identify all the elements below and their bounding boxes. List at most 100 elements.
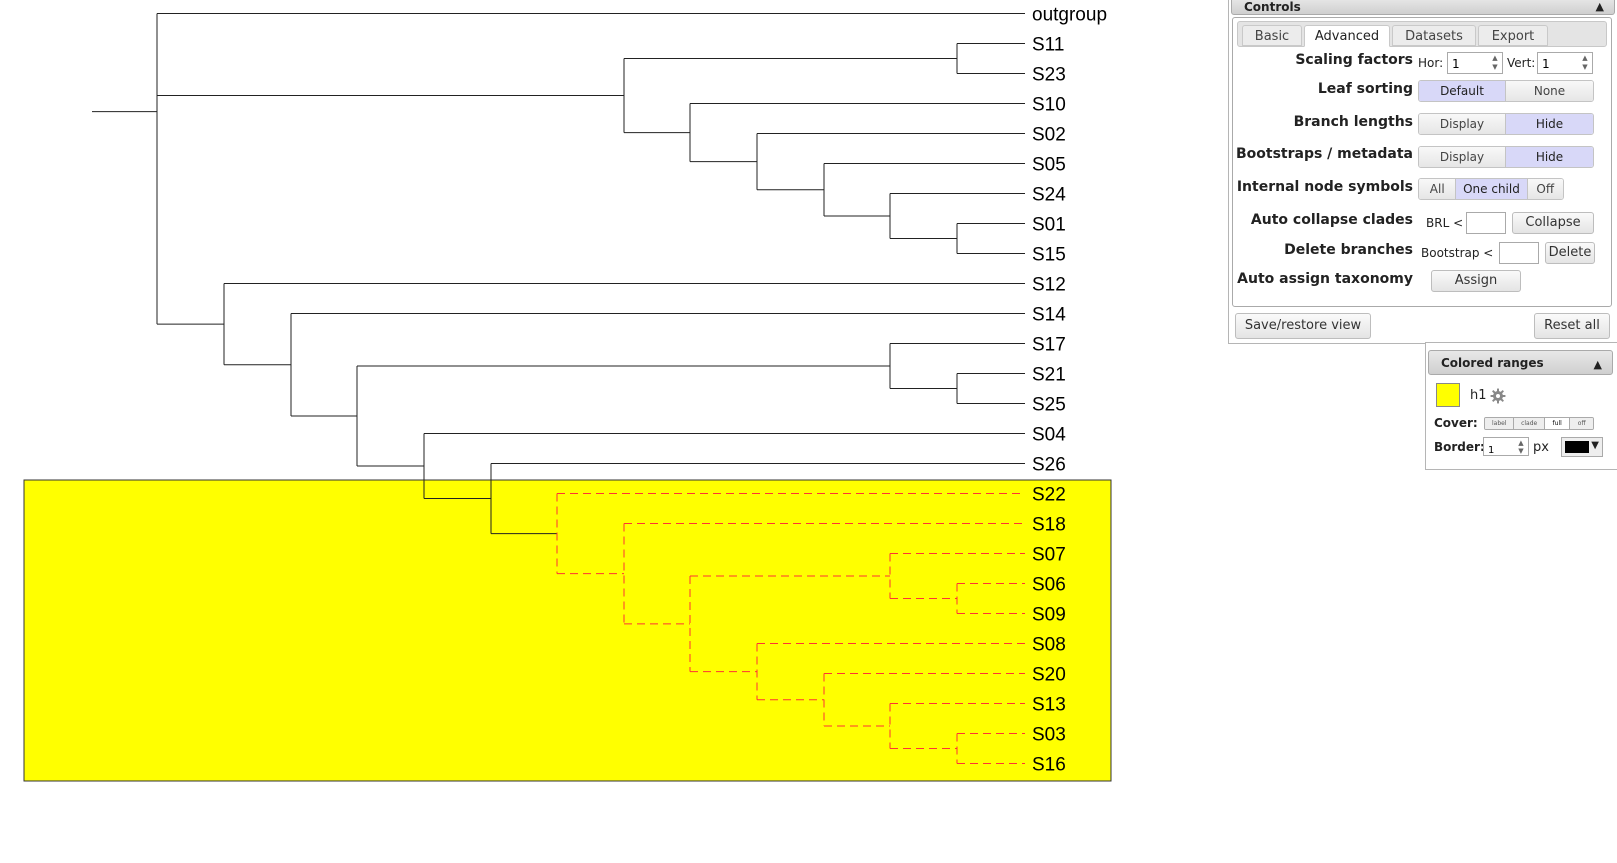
- bootstraps-display-button[interactable]: Display: [1419, 147, 1506, 167]
- dropdown-arrow-icon: ▼: [1591, 440, 1599, 451]
- leaf-label[interactable]: S17: [1032, 335, 1066, 356]
- leaf-label[interactable]: S12: [1032, 275, 1066, 296]
- bootstraps-toggle: Display Hide: [1418, 146, 1594, 168]
- bootstrap-threshold-input[interactable]: [1500, 243, 1538, 264]
- spinner-arrows-icon[interactable]: ▲ ▼: [1582, 54, 1588, 71]
- leaf-label[interactable]: S23: [1032, 65, 1066, 86]
- leaf-label[interactable]: S16: [1032, 755, 1066, 776]
- tree-leaf-labels: outgroup S11 S23 S10 S02 S05 S24 S01 S15 S12 S14 S1…: [1032, 5, 1107, 776]
- leaf-label[interactable]: S09: [1032, 605, 1066, 626]
- leaf-sorting-toggle: Default None: [1418, 80, 1594, 102]
- spinner-arrows-icon[interactable]: ▲ ▼: [1492, 54, 1498, 71]
- leaf-label[interactable]: S03: [1032, 725, 1066, 746]
- controls-title: Controls: [1244, 0, 1301, 14]
- leaf-sorting-default-button[interactable]: Default: [1419, 81, 1506, 101]
- bootstrap-threshold-field[interactable]: [1499, 242, 1539, 264]
- leaf-label[interactable]: S01: [1032, 215, 1066, 236]
- range-color-swatch[interactable]: [1436, 383, 1460, 407]
- brl-threshold-field[interactable]: [1466, 212, 1506, 234]
- bootstrap-prefix: Bootstrap <: [1421, 246, 1494, 260]
- tab-basic[interactable]: Basic: [1242, 25, 1302, 46]
- branch-lengths-toggle: Display Hide: [1418, 113, 1594, 135]
- internal-nodes-all-button[interactable]: All: [1419, 179, 1457, 199]
- delete-branches-label: Delete branches: [1284, 242, 1413, 258]
- colored-ranges-title: Colored ranges: [1441, 356, 1544, 370]
- vert-scaling-input[interactable]: [1538, 54, 1584, 74]
- internal-node-symbols-label: Internal node symbols: [1236, 179, 1413, 195]
- collapse-button[interactable]: Collapse: [1512, 212, 1594, 234]
- leaf-label[interactable]: S05: [1032, 155, 1066, 176]
- controls-header[interactable]: Controls ▲: [1231, 0, 1615, 15]
- cover-toggle: label clade full off: [1484, 417, 1594, 430]
- leaf-label[interactable]: S14: [1032, 305, 1066, 326]
- leaf-label[interactable]: S25: [1032, 395, 1066, 416]
- tab-export[interactable]: Export: [1478, 25, 1548, 46]
- reset-all-button[interactable]: Reset all: [1534, 313, 1610, 339]
- leaf-label[interactable]: S08: [1032, 635, 1066, 656]
- controls-panel: Controls ▲ Basic Advanced Datasets Expor…: [1228, 0, 1617, 344]
- leaf-sorting-none-button[interactable]: None: [1506, 81, 1593, 101]
- cover-label: Cover:: [1434, 416, 1478, 430]
- spinner-arrows-icon[interactable]: ▲ ▼: [1518, 439, 1524, 455]
- auto-collapse-label: Auto collapse clades: [1250, 212, 1413, 228]
- tab-datasets[interactable]: Datasets: [1392, 25, 1476, 46]
- scaling-factors-label: Scaling factors: [1295, 52, 1413, 68]
- cover-off-button[interactable]: off: [1570, 418, 1593, 429]
- internal-node-symbols-toggle: All One child Off: [1418, 178, 1564, 200]
- bootstraps-label: Bootstraps / metadata: [1235, 146, 1413, 162]
- leaf-label[interactable]: S10: [1032, 95, 1066, 116]
- tree-branches: [92, 13, 1025, 764]
- cover-label-button[interactable]: label: [1485, 418, 1515, 429]
- internal-nodes-one-child-button[interactable]: One child: [1456, 179, 1528, 199]
- brl-threshold-input[interactable]: [1467, 213, 1505, 234]
- phylogenetic-tree: outgroup S11 S23 S10 S02 S05 S24 S01 S15 S12 S14 S1…: [23, 5, 1112, 782]
- controls-body: Basic Advanced Datasets Export Scaling f…: [1232, 17, 1612, 307]
- leaf-label[interactable]: S15: [1032, 245, 1066, 266]
- border-width-input[interactable]: [1484, 442, 1523, 459]
- border-color-picker[interactable]: ▼: [1561, 437, 1603, 457]
- leaf-label[interactable]: S24: [1032, 185, 1066, 206]
- tab-bar: Basic Advanced Datasets Export: [1237, 21, 1607, 47]
- leaf-label[interactable]: S02: [1032, 125, 1066, 146]
- tab-advanced[interactable]: Advanced: [1304, 25, 1390, 47]
- hor-label: Hor:: [1418, 56, 1444, 70]
- cover-full-button[interactable]: full: [1544, 418, 1571, 429]
- border-color-swatch: [1565, 441, 1589, 453]
- cover-clade-button[interactable]: clade: [1514, 418, 1545, 429]
- bootstraps-hide-button[interactable]: Hide: [1506, 147, 1593, 167]
- leaf-label[interactable]: S26: [1032, 455, 1066, 476]
- leaf-label[interactable]: S06: [1032, 575, 1066, 596]
- brl-prefix: BRL <: [1426, 216, 1464, 230]
- range-name: h1: [1470, 388, 1487, 403]
- leaf-label[interactable]: S18: [1032, 515, 1066, 536]
- vert-label: Vert:: [1507, 56, 1536, 70]
- highlight-range[interactable]: [23, 479, 1112, 782]
- colored-ranges-panel: Colored ranges ▲ h1 Cover: label clade f…: [1425, 342, 1617, 470]
- collapse-icon[interactable]: ▲: [1595, 0, 1604, 13]
- leaf-label[interactable]: S13: [1032, 695, 1066, 716]
- border-width-stepper[interactable]: ▲▼: [1483, 437, 1529, 459]
- assign-button[interactable]: Assign: [1431, 270, 1521, 292]
- vert-scaling-stepper[interactable]: ▲▼: [1537, 52, 1593, 74]
- leaf-label[interactable]: S20: [1032, 665, 1066, 686]
- border-unit: px: [1533, 440, 1549, 455]
- leaf-label[interactable]: S04: [1032, 425, 1066, 446]
- leaf-label[interactable]: S22: [1032, 485, 1066, 506]
- colored-ranges-header[interactable]: Colored ranges ▲: [1428, 350, 1613, 375]
- leaf-label[interactable]: S11: [1032, 35, 1064, 56]
- internal-nodes-off-button[interactable]: Off: [1527, 179, 1563, 199]
- border-label: Border:: [1434, 440, 1485, 454]
- save-restore-view-button[interactable]: Save/restore view: [1235, 313, 1371, 339]
- gear-icon[interactable]: [1490, 388, 1506, 404]
- branch-lengths-hide-button[interactable]: Hide: [1506, 114, 1593, 134]
- leaf-label[interactable]: S21: [1032, 365, 1066, 386]
- hor-scaling-input[interactable]: [1448, 54, 1494, 74]
- leaf-label[interactable]: outgroup: [1032, 5, 1107, 26]
- leaf-sorting-label: Leaf sorting: [1317, 81, 1413, 97]
- collapse-icon[interactable]: ▲: [1593, 358, 1602, 371]
- branch-lengths-display-button[interactable]: Display: [1419, 114, 1506, 134]
- auto-assign-label: Auto assign taxonomy: [1237, 271, 1413, 287]
- delete-button[interactable]: Delete: [1545, 242, 1595, 264]
- hor-scaling-stepper[interactable]: ▲▼: [1447, 52, 1503, 74]
- leaf-label[interactable]: S07: [1032, 545, 1066, 566]
